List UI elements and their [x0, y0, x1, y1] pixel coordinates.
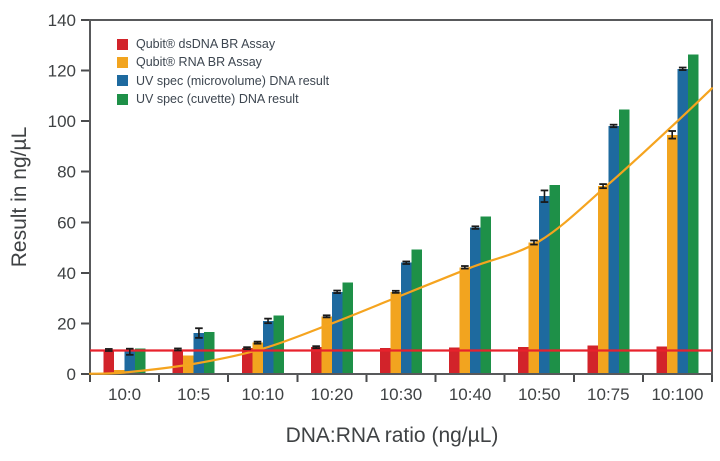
bar — [518, 346, 529, 374]
y-tick-label: 60 — [57, 213, 76, 232]
bar — [252, 342, 263, 374]
y-tick-label: 40 — [57, 264, 76, 283]
bar — [310, 347, 322, 374]
bar — [459, 267, 471, 374]
y-tick-label: 120 — [48, 62, 76, 81]
bar — [618, 109, 630, 375]
x-tick-label: 10:40 — [449, 385, 492, 404]
bar — [331, 291, 343, 374]
x-tick-label: 10:100 — [651, 385, 703, 404]
x-tick-label: 10:0 — [108, 385, 141, 404]
bar — [380, 348, 391, 374]
x-axis-title: DNA:RNA ratio (ng/µL) — [285, 424, 499, 447]
bar — [597, 186, 609, 374]
bar — [608, 125, 619, 374]
bar — [401, 262, 412, 374]
legend-item: UV spec (cuvette) DNA result — [117, 90, 329, 108]
bar — [124, 351, 136, 374]
bar — [549, 185, 561, 374]
bar — [321, 316, 332, 374]
y-axis-title: Result in ng/µL — [8, 126, 31, 268]
bar — [666, 134, 678, 374]
bar — [241, 348, 253, 374]
legend: Qubit® dsDNA BR Assay Qubit® RNA BR Assa… — [117, 35, 329, 108]
y-tick-label: 20 — [57, 314, 76, 333]
x-tick-label: 10:50 — [518, 385, 561, 404]
legend-item: Qubit® RNA BR Assay — [117, 53, 329, 71]
bar — [656, 346, 667, 374]
bar — [687, 54, 699, 375]
x-tick-label: 10:75 — [587, 385, 630, 404]
legend-item: Qubit® dsDNA BR Assay — [117, 35, 329, 53]
y-tick-label: 0 — [67, 365, 76, 384]
bar — [480, 216, 492, 374]
x-tick-label: 10:30 — [380, 385, 423, 404]
trend-line — [88, 87, 714, 375]
legend-swatch-cuvette — [117, 93, 128, 105]
y-tick-label: 140 — [48, 11, 76, 30]
x-tick-label: 10:5 — [177, 385, 210, 404]
bar — [103, 349, 115, 374]
bar — [204, 332, 215, 374]
bar — [390, 291, 401, 374]
legend-label: UV spec (cuvette) DNA result — [136, 92, 299, 107]
legend-label: Qubit® dsDNA BR Assay — [136, 37, 276, 52]
legend-label: Qubit® RNA BR Assay — [136, 55, 262, 70]
bar — [539, 196, 550, 374]
bar — [587, 345, 598, 374]
bar — [135, 348, 146, 374]
x-tick-label: 10:20 — [311, 385, 354, 404]
legend-label: UV spec (microvolume) DNA result — [136, 73, 330, 88]
bar — [677, 68, 688, 375]
bar — [342, 282, 353, 374]
legend-swatch-microvolume — [117, 75, 128, 87]
bar — [172, 349, 184, 374]
bar — [193, 333, 205, 374]
bar — [411, 249, 422, 374]
bar — [528, 242, 540, 374]
y-tick-label: 80 — [57, 163, 76, 182]
x-tick-label: 10:10 — [242, 385, 285, 404]
legend-swatch-rna — [117, 56, 128, 68]
plot-frame — [88, 18, 714, 376]
bar — [449, 347, 460, 374]
bar — [470, 227, 481, 374]
y-tick-label: 100 — [48, 112, 76, 131]
legend-item: UV spec (microvolume) DNA result — [117, 72, 329, 90]
legend-swatch-dsdna — [117, 38, 128, 50]
